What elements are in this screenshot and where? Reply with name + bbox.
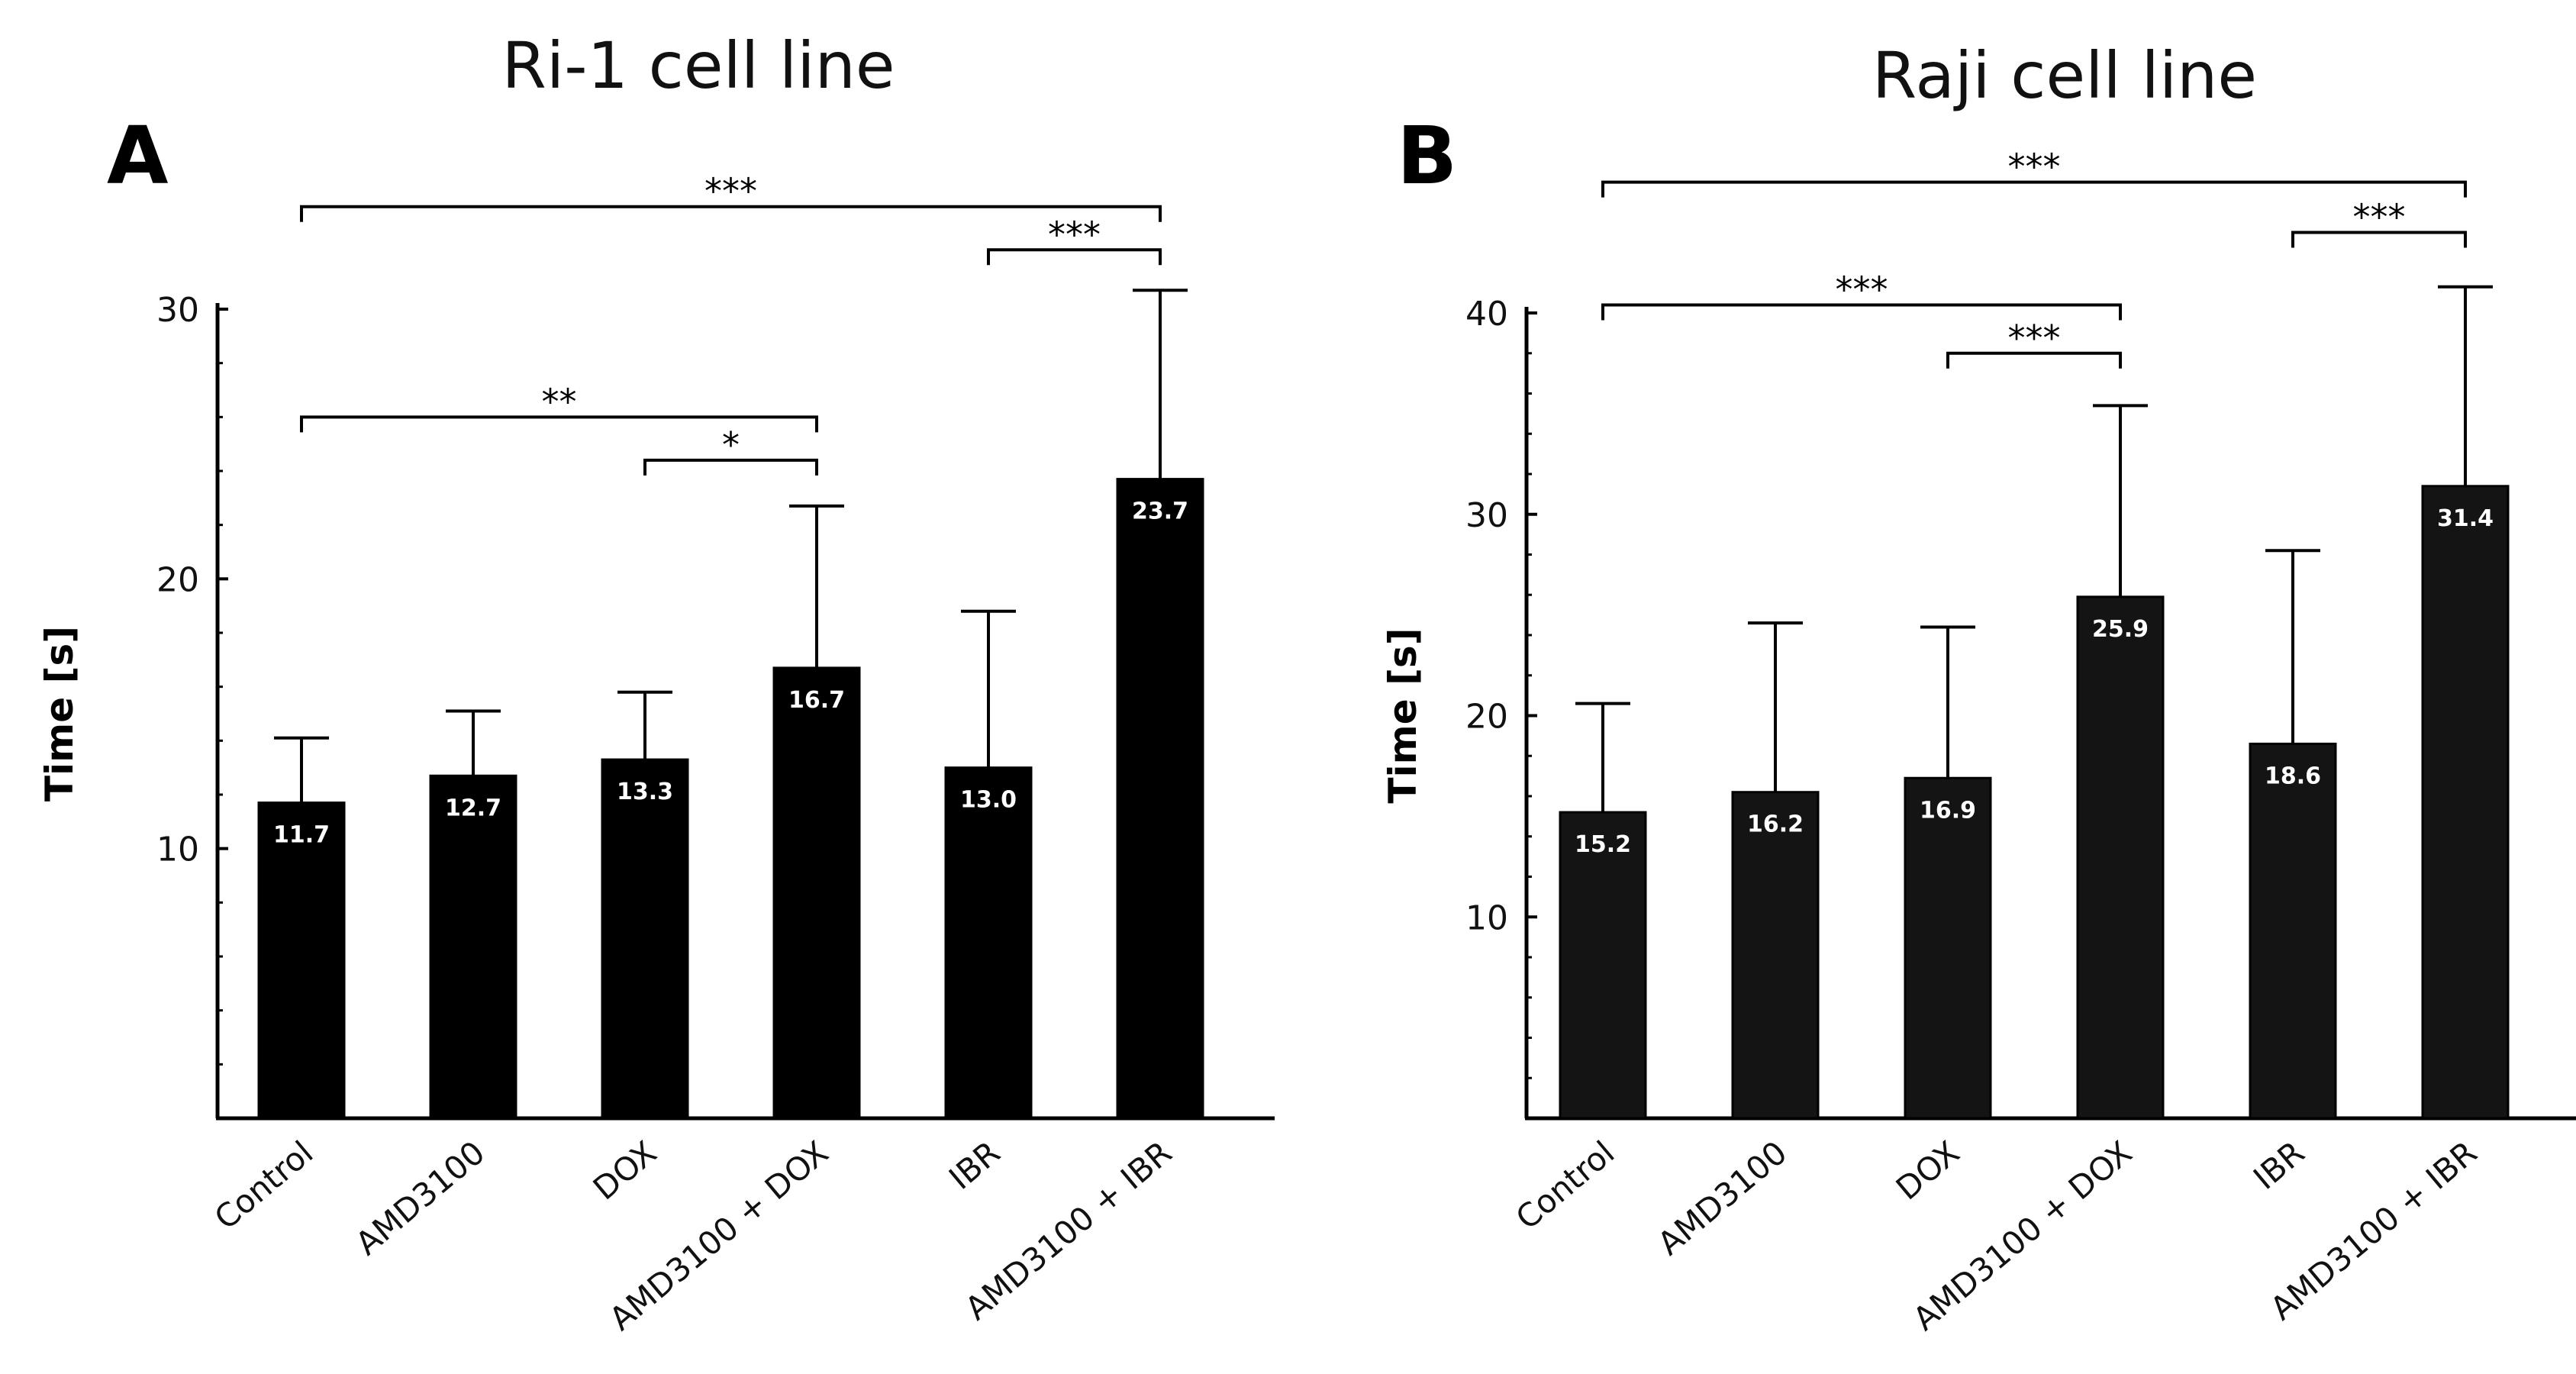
- y-tick-label: 10: [156, 831, 199, 869]
- y-axis-label: Time [s]: [37, 626, 82, 802]
- significance-label: ***: [2008, 147, 2061, 188]
- significance-bracket: [987, 248, 1162, 266]
- y-tick-label: 40: [1465, 295, 1508, 334]
- bar-value-label: 11.7: [273, 822, 330, 849]
- bar: [601, 758, 689, 1120]
- significance-label: *: [722, 424, 740, 466]
- significance-bracket: [300, 415, 818, 433]
- x-tick-label: AMD3100: [349, 1134, 492, 1263]
- x-tick-label: DOX: [1889, 1134, 1967, 1207]
- bar-value-label: 31.4: [2437, 505, 2494, 532]
- panel-letter: B: [1397, 109, 1457, 202]
- panel-letter: A: [107, 109, 169, 202]
- bar: [1116, 478, 1204, 1120]
- bar: [2249, 742, 2337, 1120]
- bar-value-label: 15.2: [1575, 831, 1631, 858]
- bar-value-label: 18.6: [2265, 763, 2321, 789]
- significance-bracket: [2291, 231, 2467, 248]
- bar: [1731, 791, 1820, 1120]
- bar-value-label: 13.3: [617, 779, 673, 805]
- significance-label: ***: [1836, 269, 1888, 310]
- significance-label: ***: [704, 171, 757, 212]
- significance-bracket: [300, 205, 1162, 222]
- y-tick-label: 30: [156, 291, 199, 330]
- panel-b: Raji cell line B Time [s] 10 20 30 40 15.2 Contr…: [1381, 38, 2576, 1338]
- bar-value-label: 13.0: [960, 787, 1017, 814]
- chart-title: Raji cell line: [1872, 38, 2257, 113]
- significance-bracket: [1601, 180, 2467, 198]
- y-tick-label: 30: [1465, 496, 1508, 535]
- y-tick-label: 20: [1465, 698, 1508, 737]
- bar: [1559, 811, 1647, 1120]
- y-axis-label: Time [s]: [1381, 627, 1425, 803]
- x-tick-label: AMD3100: [1651, 1134, 1794, 1263]
- y-tick-label: 20: [156, 560, 199, 599]
- significance-label: ***: [2353, 197, 2406, 238]
- x-tick-label: DOX: [586, 1134, 664, 1207]
- bar-value-label: 16.7: [788, 687, 845, 714]
- chart-title: Ri-1 cell line: [502, 28, 895, 103]
- bar: [2076, 595, 2165, 1120]
- x-tick-label: Control: [1509, 1134, 1622, 1237]
- bar: [429, 774, 517, 1120]
- significance-label: ***: [1048, 214, 1101, 255]
- bar: [772, 666, 861, 1120]
- bar-value-label: 23.7: [1132, 498, 1188, 525]
- significance-bracket: [643, 458, 818, 476]
- significance-bracket: [1601, 303, 2122, 321]
- significance-label: **: [542, 381, 577, 422]
- x-tick-label: Control: [208, 1134, 321, 1237]
- bar-value-label: 16.9: [1920, 797, 1976, 824]
- y-tick-label: 10: [1465, 898, 1508, 937]
- bar: [257, 802, 346, 1120]
- x-tick-label: IBR: [2246, 1134, 2311, 1197]
- x-tick-label: IBR: [942, 1134, 1007, 1197]
- significance-bracket: [1946, 351, 2122, 369]
- bar-value-label: 25.9: [2092, 616, 2149, 643]
- bar: [2421, 485, 2510, 1120]
- bar-value-label: 16.2: [1747, 811, 1804, 838]
- bar: [1904, 776, 1992, 1120]
- significance-label: ***: [2008, 318, 2061, 359]
- bar-value-label: 12.7: [445, 795, 501, 821]
- panel-a: Ri-1 cell line A Time [s] 10 20 30 11.7 Control…: [37, 28, 1275, 1338]
- bar: [944, 766, 1033, 1120]
